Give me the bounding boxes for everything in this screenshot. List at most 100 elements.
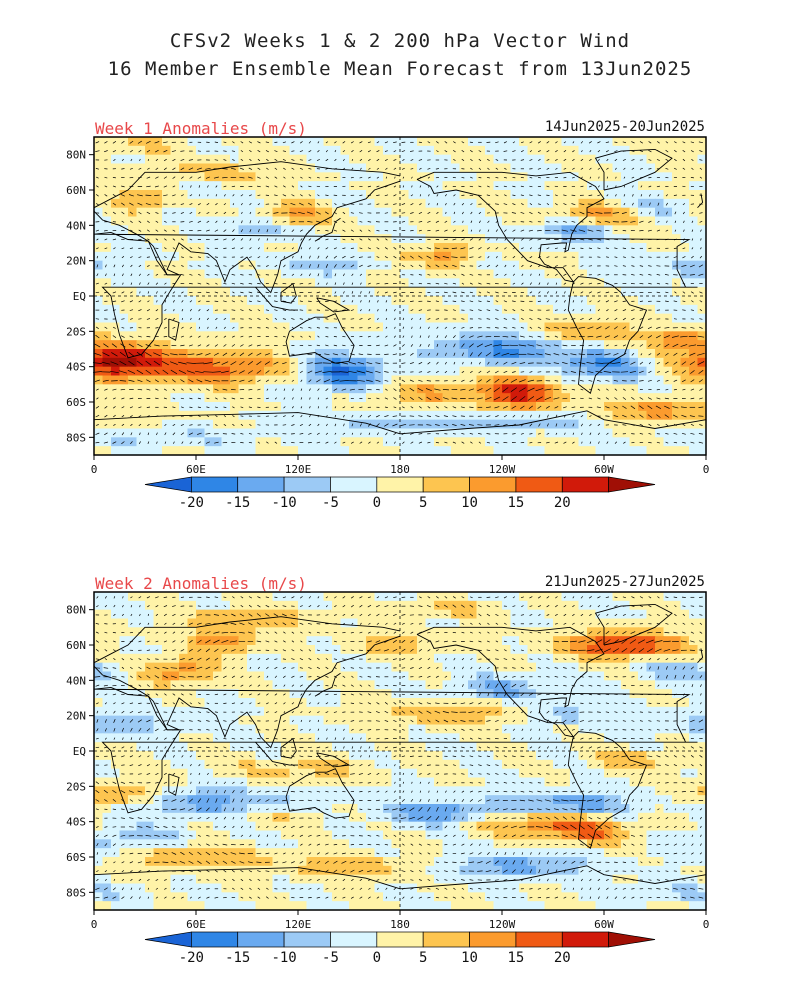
wind-vector — [317, 406, 320, 409]
wind-vector — [121, 220, 125, 223]
anomaly-cell — [621, 375, 631, 385]
anomaly-cell — [689, 225, 699, 235]
wind-vector — [537, 167, 542, 170]
wind-vector — [112, 238, 117, 241]
wind-vector — [170, 353, 178, 356]
anomaly-cell — [238, 269, 248, 279]
wind-vector — [197, 406, 201, 408]
anomaly-cell — [272, 225, 282, 235]
wind-vector — [453, 343, 456, 348]
wind-vector — [674, 220, 677, 224]
wind-vector — [451, 397, 458, 400]
anomaly-cell — [187, 181, 197, 191]
wind-vector — [359, 318, 363, 320]
anomaly-cell — [451, 393, 461, 403]
anomaly-cell — [315, 163, 325, 173]
wind-vector — [325, 344, 329, 347]
anomaly-cell — [663, 181, 673, 191]
wind-vector — [690, 141, 695, 144]
anomaly-cell — [408, 313, 418, 324]
anomaly-cell — [179, 313, 189, 324]
anomaly-cell — [697, 225, 707, 235]
anomaly-cell — [374, 260, 384, 271]
anomaly-cell — [646, 446, 656, 456]
anomaly-cell — [204, 322, 214, 332]
wind-vector — [215, 185, 218, 188]
wind-vector — [384, 158, 388, 162]
wind-vector — [418, 309, 423, 311]
wind-vector — [444, 229, 448, 232]
wind-vector — [384, 371, 389, 373]
wind-vector — [325, 255, 329, 259]
wind-vector — [368, 229, 371, 232]
wind-vector — [283, 379, 286, 382]
wind-vector — [95, 432, 100, 435]
anomaly-cell — [553, 340, 563, 350]
anomaly-cell — [672, 198, 682, 209]
anomaly-cell — [570, 393, 580, 403]
anomaly-cell — [281, 287, 291, 297]
wind-vector — [495, 264, 499, 268]
wind-vector — [204, 379, 212, 383]
anomaly-cell — [238, 154, 248, 165]
wind-vector — [384, 406, 388, 408]
wind-vector — [512, 185, 516, 188]
anomaly-cell — [332, 331, 342, 341]
wind-vector — [657, 211, 660, 215]
anomaly-cell — [349, 331, 359, 341]
wind-vector — [212, 380, 220, 382]
wind-vector — [283, 406, 286, 409]
anomaly-cell — [349, 419, 359, 430]
anomaly-cell — [459, 304, 469, 315]
wind-vector — [495, 300, 499, 303]
anomaly-cell — [272, 154, 282, 165]
anomaly-cell — [179, 296, 189, 306]
wind-vector — [690, 150, 694, 153]
anomaly-cell — [553, 216, 563, 226]
wind-vector — [164, 247, 167, 250]
anomaly-cell — [400, 172, 410, 182]
wind-vector — [223, 211, 227, 215]
wind-vector — [155, 220, 159, 223]
wind-vector — [477, 335, 483, 338]
anomaly-cell — [578, 384, 588, 394]
anomaly-cell — [264, 304, 274, 315]
anomaly-cell — [638, 225, 648, 235]
anomaly-cell — [111, 322, 121, 332]
anomaly-cell — [502, 198, 512, 209]
anomaly-cell — [128, 437, 138, 447]
wind-vector — [376, 185, 380, 188]
anomaly-cell — [527, 410, 537, 421]
wind-vector — [240, 256, 244, 258]
wind-vector — [487, 158, 490, 161]
wind-vector — [639, 300, 643, 302]
wind-vector — [326, 406, 328, 409]
anomaly-cell — [459, 163, 469, 173]
wind-vector — [248, 265, 252, 267]
anomaly-cell — [204, 446, 214, 456]
wind-vector — [411, 335, 413, 338]
anomaly-cell — [272, 322, 282, 332]
anomaly-cell — [638, 145, 648, 156]
wind-vector — [376, 194, 380, 196]
wind-vector — [145, 352, 152, 357]
wind-vector — [615, 185, 617, 188]
wind-vector — [418, 406, 422, 409]
anomaly-cell — [451, 419, 461, 430]
anomaly-cell — [136, 278, 146, 288]
wind-vector — [476, 397, 483, 400]
anomaly-cell — [434, 269, 444, 279]
wind-vector — [121, 185, 125, 188]
anomaly-cell — [315, 198, 325, 209]
wind-vector — [544, 396, 552, 401]
anomaly-cell — [442, 419, 452, 430]
anomaly-cell — [111, 163, 121, 173]
wind-vector — [222, 352, 228, 356]
anomaly-cell — [306, 137, 316, 147]
wind-vector — [640, 202, 643, 206]
wind-vector — [529, 264, 533, 268]
anomaly-cell — [383, 366, 393, 377]
anomaly-cell — [638, 260, 648, 271]
wind-vector — [122, 273, 124, 277]
wind-vector — [113, 273, 116, 277]
